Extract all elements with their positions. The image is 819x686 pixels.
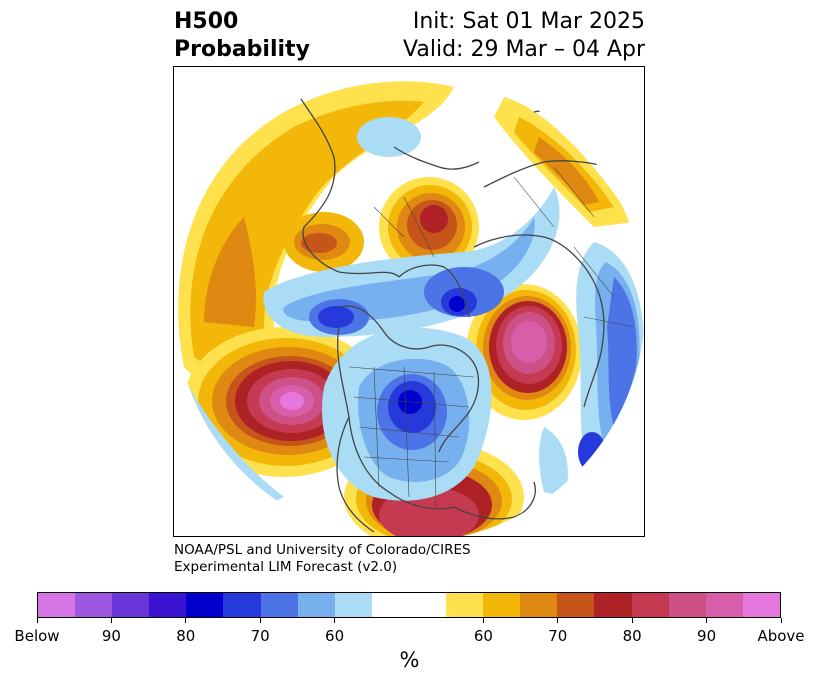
colorbar-segment xyxy=(75,593,113,617)
map-canvas xyxy=(175,72,644,536)
colorbar-segment xyxy=(631,593,669,617)
colorbar-tick xyxy=(482,618,484,623)
credit-line-2: Experimental LIM Forecast (v2.0) xyxy=(174,559,398,575)
colorbar-tick-label: 90 xyxy=(101,627,121,645)
colorbar-tick-label: 70 xyxy=(548,627,568,645)
colorbar-segment xyxy=(223,593,261,617)
colorbar-tick-label: 80 xyxy=(622,627,642,645)
colorbar-segment xyxy=(112,593,150,617)
colorbar-tick xyxy=(557,618,559,623)
title-variable: H500 xyxy=(174,9,239,34)
colorbar-tick-label: Below xyxy=(14,627,60,645)
colorbar-segment xyxy=(520,593,558,617)
colorbar-segment xyxy=(38,593,76,617)
pacific-rim-positive-core xyxy=(204,217,256,327)
colorbar-tick xyxy=(631,618,633,623)
siberia-high xyxy=(494,97,634,227)
title-product: Probability xyxy=(174,37,310,62)
colorbar-tick xyxy=(706,618,708,623)
arctic-low xyxy=(357,117,421,157)
colorbar-segment xyxy=(705,593,743,617)
valid-dates: Valid: 29 Mar – 04 Apr xyxy=(403,37,645,62)
anomaly-field xyxy=(175,72,644,536)
colorbar-segment xyxy=(408,593,447,617)
colorbar-segment xyxy=(334,593,372,617)
atlantic-europe-high xyxy=(284,212,364,272)
colorbar xyxy=(37,592,781,618)
colorbar-segment xyxy=(668,593,706,617)
credit-text: NOAA/PSL and University of Colorado/CIRE… xyxy=(174,542,471,576)
colorbar-segment xyxy=(594,593,632,617)
colorbar-tick-label: 70 xyxy=(250,627,270,645)
colorbar-tick-label: 60 xyxy=(473,627,493,645)
colorbar-segment xyxy=(483,593,521,617)
colorbar-segment xyxy=(371,593,409,617)
probability-map xyxy=(173,66,645,537)
colorbar-segment xyxy=(186,593,224,617)
colorbar-ticks: Below 90 80 70 60 60 70 80 90 Above xyxy=(14,618,805,648)
colorbar-tick xyxy=(110,618,112,623)
colorbar-tick-label: 60 xyxy=(325,627,345,645)
colorbar-tick xyxy=(780,618,782,623)
europe-high xyxy=(379,177,479,277)
colorbar-tick-label: Above xyxy=(757,627,805,645)
colorbar-segment xyxy=(557,593,595,617)
colorbar-tick-label: 80 xyxy=(176,627,196,645)
colorbar-unit: % xyxy=(399,648,420,672)
map-title: H500 Probability xyxy=(174,8,310,64)
colorbar-segment xyxy=(446,593,484,617)
colorbar-tick xyxy=(334,618,336,623)
gulf-alaska-high xyxy=(184,327,384,477)
colorbar-segment xyxy=(260,593,298,617)
colorbar-segment xyxy=(149,593,187,617)
north-atlantic-high xyxy=(466,284,582,420)
credit-line-1: NOAA/PSL and University of Colorado/CIRE… xyxy=(174,542,471,558)
colorbar-segment xyxy=(742,593,780,617)
baffin-low xyxy=(263,187,560,337)
forecast-dates: Init: Sat 01 Mar 2025 Valid: 29 Mar – 04… xyxy=(403,8,645,64)
colorbar-tick xyxy=(259,618,261,623)
colorbar-tick xyxy=(185,618,187,623)
borders xyxy=(348,166,635,508)
init-date: Init: Sat 01 Mar 2025 xyxy=(412,9,645,34)
colorbar-tick-label: 90 xyxy=(697,627,717,645)
colorbar-segment xyxy=(297,593,335,617)
north-america-low xyxy=(322,327,492,501)
colorbar-tick xyxy=(36,618,38,623)
